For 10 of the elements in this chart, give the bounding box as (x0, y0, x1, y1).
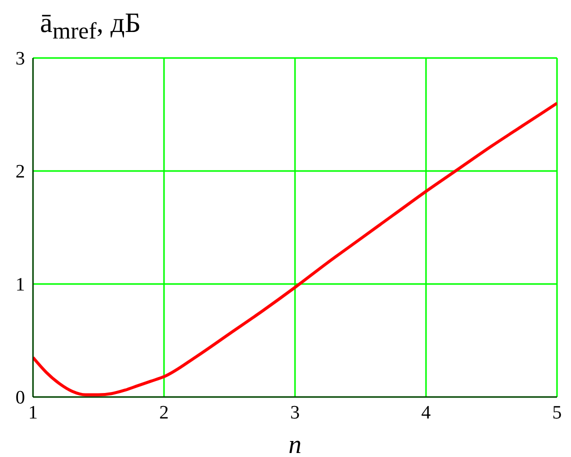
y-tick-label: 1 (16, 274, 25, 296)
y-axis-title: ā$_{mref}$, дБ (40, 8, 141, 46)
x-tick-label: 2 (159, 402, 169, 424)
y-tick-label: 0 (16, 388, 25, 409)
x-axis-title: n (288, 430, 302, 457)
x-tick-label: 5 (552, 402, 562, 424)
x-tick-label: 3 (290, 402, 300, 424)
y-tick-label: 3 (16, 48, 25, 70)
x-tick-label: 4 (421, 402, 432, 424)
y-tick-label: 2 (16, 162, 25, 183)
